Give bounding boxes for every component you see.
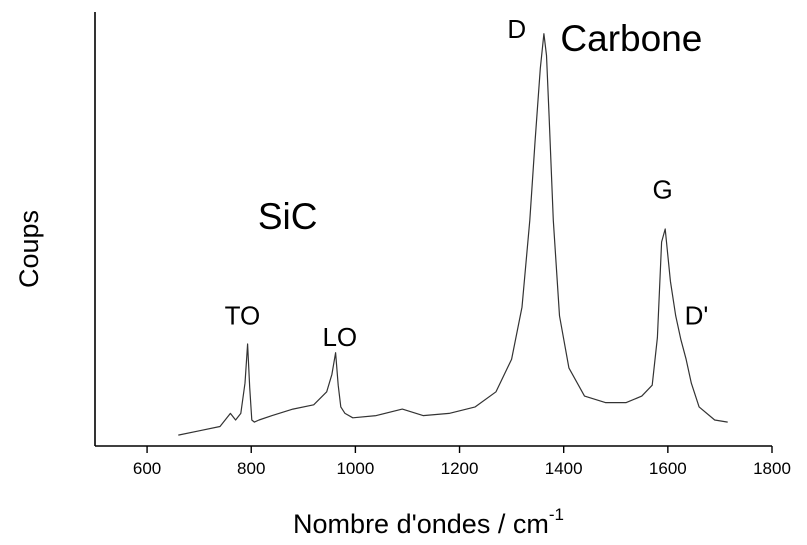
annotation-sic: SiC <box>258 196 318 237</box>
spectrum-line-0 <box>178 33 728 436</box>
annotation-d-prime: D' <box>685 301 709 331</box>
x-tick-label-1800: 1800 <box>753 459 791 478</box>
x-axis-title: Nombre d'ondes / cm-1 <box>293 505 564 539</box>
x-tick-label-1400: 1400 <box>545 459 583 478</box>
x-axis-title-text: Nombre d'ondes / cm <box>293 509 549 539</box>
axes <box>94 12 772 447</box>
annotation-layer: SiC Carbone TO LO D G D' <box>225 14 709 352</box>
x-tick-label-1000: 1000 <box>336 459 374 478</box>
x-tick-label-600: 600 <box>133 459 161 478</box>
annotation-d: D <box>507 14 526 44</box>
x-tick-label-1200: 1200 <box>441 459 479 478</box>
x-tick-label-1600: 1600 <box>649 459 687 478</box>
y-axis-title: Coups <box>14 210 44 288</box>
series-layer <box>178 33 728 436</box>
x-tick-label-800: 800 <box>237 459 265 478</box>
annotation-g: G <box>652 175 672 205</box>
x-axis-title-superscript: -1 <box>549 505 564 524</box>
annotation-lo: LO <box>322 322 357 352</box>
annotation-carbone: Carbone <box>560 18 702 59</box>
x-ticks: 600 800 1000 1200 1400 1600 1800 <box>133 446 791 478</box>
annotation-to: TO <box>225 301 261 331</box>
